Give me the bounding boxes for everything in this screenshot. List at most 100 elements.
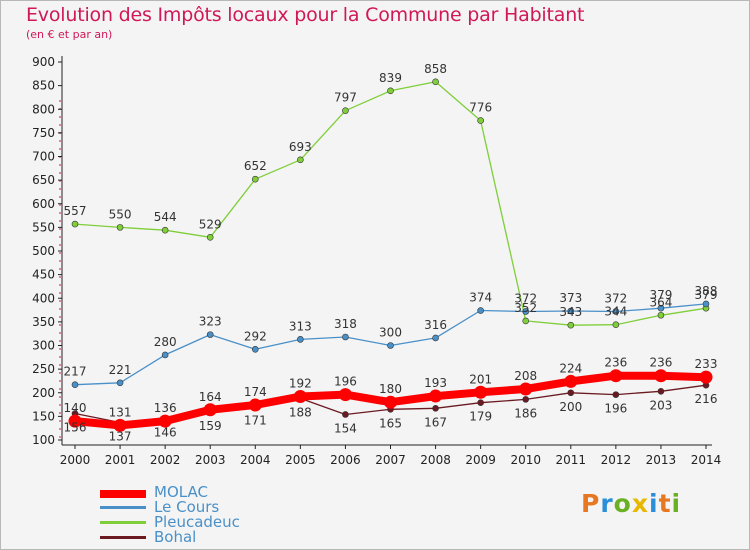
legend-item-pleucadeuc: Pleucadeuc	[100, 514, 360, 531]
logo-letter: x	[631, 489, 649, 518]
data-point	[522, 317, 530, 325]
data-label: 372	[604, 291, 627, 305]
y-tick-label: 700	[32, 150, 55, 164]
data-point	[564, 374, 578, 388]
data-label: 343	[559, 305, 582, 319]
y-tick-label: 800	[32, 102, 55, 116]
data-label: 652	[244, 159, 267, 173]
y-tick-label: 300	[32, 339, 55, 353]
data-label: 858	[424, 62, 447, 76]
legend-swatch-le-cours	[100, 506, 146, 509]
data-point	[432, 78, 439, 86]
y-tick-label: 550	[32, 220, 55, 234]
data-point	[429, 389, 443, 403]
data-point	[161, 226, 169, 234]
data-label: 233	[695, 357, 718, 371]
data-point	[297, 156, 304, 164]
data-point	[338, 388, 352, 402]
data-point	[567, 389, 575, 397]
legend-label-le-cours: Le Cours	[154, 498, 220, 516]
data-point	[116, 224, 124, 231]
data-point	[657, 304, 665, 312]
data-point	[68, 414, 82, 428]
data-label: 550	[109, 207, 132, 221]
data-point	[609, 369, 623, 383]
legend-item-molac: MOLAC	[100, 483, 360, 501]
data-point	[116, 379, 124, 387]
data-label: 372	[514, 291, 537, 305]
logo-letter: o	[613, 489, 632, 518]
chart-subtitle: (en € et par an)	[26, 28, 113, 41]
data-point	[432, 405, 439, 412]
data-label: 693	[289, 140, 312, 154]
data-label: 316	[424, 318, 447, 332]
data-point	[203, 403, 217, 417]
data-label: 131	[109, 405, 132, 419]
data-label: 159	[199, 419, 222, 433]
data-point	[342, 107, 349, 114]
data-label: 313	[289, 319, 312, 333]
data-label: 193	[424, 376, 447, 390]
data-point	[387, 342, 394, 349]
legend-swatch-bohal	[100, 536, 146, 539]
data-point	[387, 87, 394, 95]
data-label: 171	[244, 413, 267, 427]
data-label: 188	[289, 405, 312, 419]
x-tick-label: 2014	[691, 453, 722, 467]
y-tick-label: 500	[32, 244, 55, 258]
x-tick-label: 2002	[150, 453, 181, 467]
data-point	[432, 334, 439, 342]
data-point	[474, 385, 488, 399]
data-label: 196	[334, 375, 357, 389]
data-point	[342, 411, 349, 418]
legend-swatch-pleucadeuc	[100, 521, 146, 524]
data-label: 344	[604, 305, 627, 319]
data-label: 352	[514, 301, 537, 315]
data-point	[654, 369, 668, 383]
data-label: 388	[695, 284, 718, 298]
data-label: 154	[334, 421, 357, 435]
legend-label-molac: MOLAC	[154, 483, 208, 501]
data-point	[477, 307, 484, 314]
y-tick-label: 250	[32, 362, 55, 376]
data-label: 557	[64, 204, 87, 218]
data-label: 373	[559, 291, 582, 305]
y-tick-label: 100	[32, 433, 55, 447]
data-point	[519, 382, 533, 396]
x-tick-label: 2004	[240, 453, 271, 467]
data-label: 236	[649, 356, 672, 370]
legend-item-le-cours: Le Cours	[100, 498, 360, 516]
logo-letter: i	[649, 489, 659, 518]
logo-letter: P	[581, 489, 601, 518]
data-label: 186	[514, 406, 537, 420]
x-tick-label: 2013	[646, 453, 677, 467]
data-label: 318	[334, 317, 357, 331]
y-tick-label: 900	[32, 55, 55, 69]
data-label: 217	[64, 365, 87, 379]
y-tick-label: 850	[32, 79, 55, 93]
data-label: 544	[154, 210, 177, 224]
data-point	[248, 398, 262, 412]
x-tick-label: 2008	[420, 453, 451, 467]
logo-letter: r	[600, 489, 614, 518]
data-point	[699, 370, 713, 384]
data-label: 136	[154, 401, 177, 415]
y-tick-label: 450	[32, 268, 55, 282]
data-label: 839	[379, 71, 402, 85]
data-point	[206, 331, 214, 338]
data-point	[161, 351, 169, 359]
logo-letter: i	[671, 489, 682, 518]
data-point	[567, 307, 575, 315]
data-label: 236	[604, 356, 627, 370]
x-tick-label: 2007	[375, 453, 406, 467]
chart-title: Evolution des Impôts locaux pour la Comm…	[26, 4, 585, 26]
x-tick-label: 2003	[195, 453, 226, 467]
data-point	[113, 418, 127, 432]
data-point	[158, 414, 172, 428]
x-tick-label: 2000	[60, 453, 91, 467]
data-point	[206, 233, 214, 241]
data-point	[251, 345, 259, 353]
data-point	[612, 321, 620, 329]
data-label: 196	[604, 402, 627, 416]
data-point	[71, 220, 79, 228]
